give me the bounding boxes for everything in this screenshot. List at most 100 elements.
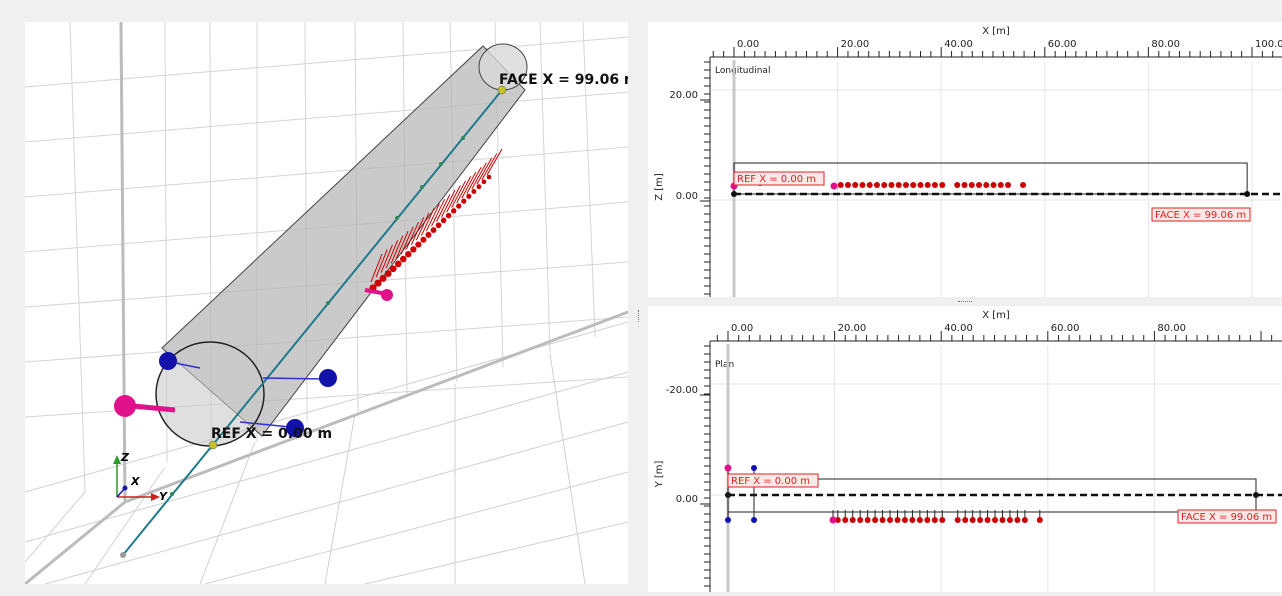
anchor-point — [916, 517, 923, 523]
anchor-point-3d — [405, 251, 412, 258]
anchor-point — [834, 517, 841, 523]
longitudinal-chart: 0.00 20.00 40.00 60.00 80.00 100.0 X [m] 20.00 0… — [654, 26, 1282, 297]
anchor-point — [866, 182, 873, 188]
pipe-cylinder[interactable] — [155, 43, 528, 447]
anchor-point — [887, 517, 894, 523]
horizontal-splitter[interactable] — [648, 297, 1282, 306]
plan-view-panel[interactable]: 0.00 20.00 40.00 60.00 80.00 X [m] -20.00 0.00 Y… — [648, 306, 1282, 592]
anchor-point — [894, 517, 901, 523]
magenta-control-point[interactable] — [114, 395, 136, 417]
face-label: FACE X = 99.06 m — [1181, 512, 1272, 523]
anchor-point-3d — [445, 212, 452, 219]
anchor-point-3d — [461, 198, 467, 204]
anchor-point — [997, 182, 1004, 188]
anchor-rod-3d — [481, 153, 498, 180]
anchor-point — [902, 182, 909, 188]
anchor-point — [924, 182, 931, 188]
anchor-point — [881, 182, 888, 188]
face-marker[interactable] — [497, 85, 507, 95]
ref-node — [731, 191, 737, 197]
anchor-point — [917, 182, 924, 188]
anchor-point — [931, 182, 938, 188]
anchor-point — [901, 517, 908, 523]
anchor-rod-3d — [461, 171, 477, 199]
anchor-rod-3d — [441, 189, 456, 218]
anchor-rod-3d — [415, 212, 430, 241]
blue-point — [725, 517, 731, 523]
axis-x-label: X — [130, 475, 140, 488]
vertical-splitter[interactable] — [636, 22, 642, 590]
anchor-point — [864, 517, 871, 523]
centerline-nodes — [170, 136, 465, 496]
anchor-rod-3d — [410, 217, 425, 245]
anchor-point — [844, 182, 851, 188]
anchor-rod-3d — [471, 162, 487, 190]
anchor-point — [909, 517, 916, 523]
face-node — [1244, 191, 1251, 197]
blue-control-point[interactable] — [319, 369, 337, 387]
plan-chart: 0.00 20.00 40.00 60.00 80.00 X [m] -20.00 0.00 Y… — [654, 310, 1282, 592]
anchor-point — [961, 182, 968, 188]
3d-scene: REF X = 0.00 m FACE X = 99.06 m Z X Y — [25, 22, 628, 584]
anchor-point-3d — [374, 279, 382, 287]
y-axis-label: Y [m] — [654, 460, 665, 488]
anchor-rod-3d — [420, 208, 435, 236]
anchor-point — [924, 517, 931, 523]
y-tick-label: 20.00 — [669, 90, 698, 101]
anchor-point — [888, 182, 895, 188]
magenta-control-point[interactable] — [381, 289, 393, 301]
anchor-rod-3d — [380, 244, 393, 273]
anchor-rod-3d — [370, 253, 383, 283]
anchor-group-3d — [369, 148, 503, 292]
anchor-rod-3d — [395, 230, 409, 259]
anchor-rod-3d — [426, 203, 440, 232]
anchor-point-3d — [425, 231, 432, 238]
anchor-point — [969, 517, 976, 523]
ref-marker[interactable] — [208, 440, 218, 450]
magenta-point — [829, 516, 837, 524]
anchor-rod-3d — [405, 221, 419, 250]
face-label: FACE X = 99.06 m — [1155, 210, 1246, 221]
axis-y-label: Y — [159, 490, 168, 503]
anchor-point-3d — [435, 222, 442, 229]
3d-viewport[interactable]: REF X = 0.00 m FACE X = 99.06 m Z X Y — [25, 22, 628, 584]
anchor-point — [939, 517, 946, 523]
x-tick-label: 0.00 — [731, 323, 753, 334]
x-axis-label: X [m] — [982, 310, 1010, 321]
anchor-point — [1005, 182, 1012, 188]
anchor-point — [895, 182, 902, 188]
magenta-point — [830, 182, 838, 190]
anchor-point-3d — [451, 208, 457, 214]
anchor-point — [859, 182, 866, 188]
anchor-point — [1020, 182, 1027, 188]
y-tick-label: 0.00 — [676, 191, 698, 202]
y-tick-label: 0.00 — [676, 494, 698, 505]
face-node — [1252, 492, 1259, 498]
anchor-point-3d — [415, 241, 422, 248]
anchor-point-3d — [420, 236, 427, 243]
y-tick-label: -20.00 — [666, 385, 698, 396]
anchor-rod-3d — [456, 176, 472, 204]
anchor-point — [879, 517, 886, 523]
anchor-point-3d — [456, 203, 462, 209]
grid-floor — [25, 321, 628, 584]
pipe-centerline — [122, 89, 503, 556]
x-tick-label: 20.00 — [841, 39, 870, 50]
x-tick-label: 80.00 — [1151, 39, 1180, 50]
anchor-point-3d — [476, 184, 482, 190]
ref-label-box — [727, 473, 819, 488]
anchor-rod-3d — [436, 194, 451, 222]
longitudinal-view-panel[interactable]: 0.00 20.00 40.00 60.00 80.00 100.0 X [m] 20.00 0… — [648, 22, 1282, 297]
ref-label-3d: REF X = 0.00 m — [211, 426, 332, 442]
anchor-point — [999, 517, 1006, 523]
anchor-point — [1014, 517, 1021, 523]
face-label-box — [1177, 509, 1277, 524]
anchor-point — [954, 517, 961, 523]
axis-triad: Z X Y — [113, 451, 168, 503]
blue-control-point[interactable] — [159, 352, 177, 370]
anchor-point — [954, 182, 961, 188]
anchor-point — [1036, 517, 1043, 523]
blue-control-point[interactable] — [286, 419, 304, 437]
anchor-point — [983, 182, 990, 188]
anchor-point — [837, 182, 844, 188]
